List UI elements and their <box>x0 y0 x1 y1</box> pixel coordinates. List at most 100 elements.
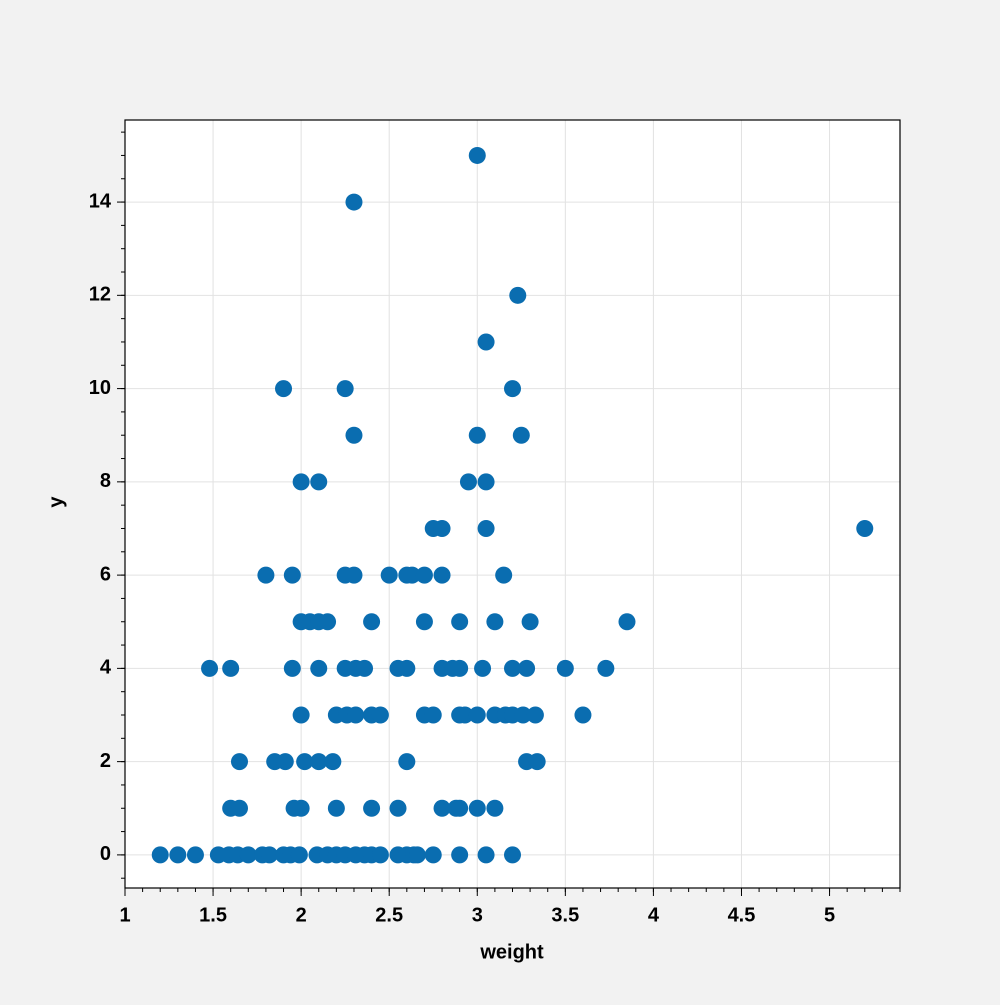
x-tick-label: 5 <box>824 904 835 926</box>
point <box>468 146 486 164</box>
point <box>336 380 354 398</box>
point <box>398 753 416 771</box>
point <box>451 846 469 864</box>
point <box>327 799 345 817</box>
point <box>468 799 486 817</box>
point <box>477 846 495 864</box>
x-tick-label: 2 <box>296 904 307 926</box>
point <box>424 846 442 864</box>
point <box>477 519 495 537</box>
point <box>363 613 381 631</box>
point <box>380 566 398 584</box>
point <box>292 473 310 491</box>
plot-area <box>125 120 900 888</box>
point <box>260 846 278 864</box>
point <box>512 426 530 444</box>
point <box>495 566 513 584</box>
point <box>468 706 486 724</box>
point <box>290 846 308 864</box>
point <box>310 753 328 771</box>
point <box>477 473 495 491</box>
point <box>456 706 474 724</box>
point <box>201 659 219 677</box>
x-tick-label: 3 <box>472 904 483 926</box>
point <box>528 753 546 771</box>
point <box>169 846 187 864</box>
point <box>509 286 527 304</box>
point <box>186 846 204 864</box>
point <box>474 659 492 677</box>
point <box>451 659 469 677</box>
point <box>230 753 248 771</box>
point <box>514 706 532 724</box>
point <box>415 613 433 631</box>
point <box>292 706 310 724</box>
point <box>319 613 337 631</box>
point <box>556 659 574 677</box>
point <box>468 426 486 444</box>
point <box>363 799 381 817</box>
point <box>371 706 389 724</box>
y-tick-label: 0 <box>100 843 111 865</box>
point <box>856 519 874 537</box>
y-tick-label: 10 <box>89 377 111 399</box>
point <box>486 799 504 817</box>
point <box>345 193 363 211</box>
point <box>618 613 636 631</box>
point <box>477 333 495 351</box>
point <box>433 519 451 537</box>
point <box>459 473 477 491</box>
point <box>222 659 240 677</box>
y-tick-label: 6 <box>100 563 111 585</box>
point <box>296 753 314 771</box>
point <box>398 659 416 677</box>
point <box>292 799 310 817</box>
y-tick-label: 4 <box>100 657 112 679</box>
point <box>451 613 469 631</box>
point <box>408 846 426 864</box>
y-tick-label: 2 <box>100 750 111 772</box>
point <box>451 799 469 817</box>
x-axis-label: weight <box>479 941 544 963</box>
y-tick-label: 14 <box>89 190 112 212</box>
x-tick-label: 1 <box>119 904 130 926</box>
point <box>230 799 248 817</box>
x-tick-label: 4.5 <box>728 904 756 926</box>
y-tick-label: 12 <box>89 284 111 306</box>
point <box>403 566 421 584</box>
y-tick-label: 8 <box>100 470 111 492</box>
point <box>415 566 433 584</box>
x-tick-label: 2.5 <box>375 904 403 926</box>
point <box>526 706 544 724</box>
point <box>310 659 328 677</box>
plot-layer <box>124 120 900 888</box>
x-tick-label: 3.5 <box>551 904 579 926</box>
point <box>518 659 536 677</box>
point <box>356 659 374 677</box>
point <box>433 566 451 584</box>
point <box>504 846 521 864</box>
point <box>283 659 301 677</box>
point <box>371 846 389 864</box>
point <box>504 380 521 398</box>
point <box>257 566 275 584</box>
point <box>597 659 615 677</box>
point <box>424 706 442 724</box>
point <box>504 659 521 677</box>
point <box>345 566 363 584</box>
point <box>324 753 342 771</box>
point <box>276 753 294 771</box>
point <box>521 613 539 631</box>
y-axis-label: y <box>45 496 67 508</box>
x-tick-label: 1.5 <box>199 904 227 926</box>
x-tick-label: 4 <box>648 904 660 926</box>
point <box>151 846 169 864</box>
point <box>574 706 592 724</box>
point <box>275 380 293 398</box>
point <box>345 426 363 444</box>
point <box>347 706 365 724</box>
point <box>310 473 328 491</box>
point <box>486 613 504 631</box>
